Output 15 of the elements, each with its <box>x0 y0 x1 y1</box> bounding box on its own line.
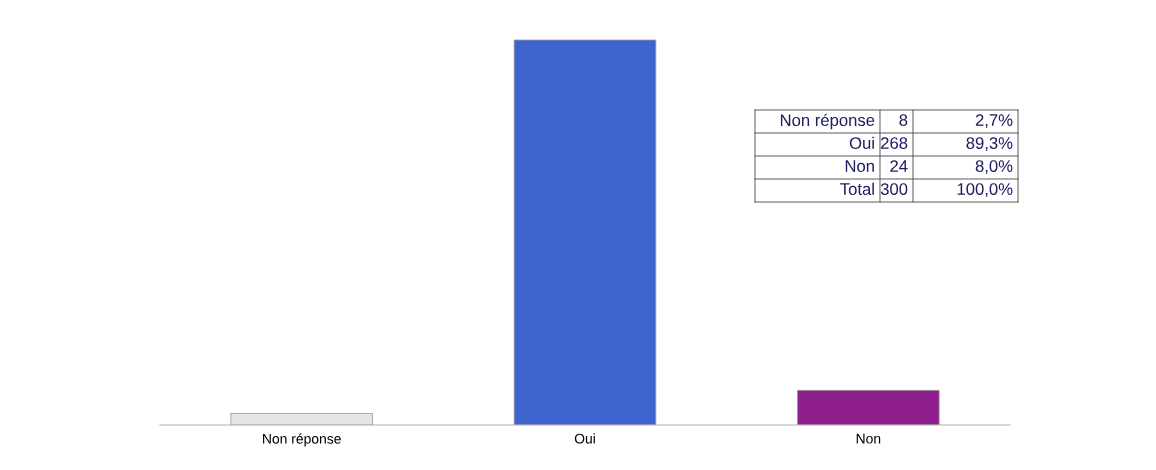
data-label: 24 <box>890 160 908 172</box>
data-label: 8 <box>899 114 908 126</box>
x-tick-label: Non réponse <box>263 433 341 447</box>
category-label: Total <box>840 182 874 195</box>
x-tick-label: Non <box>856 433 881 444</box>
data-label: 300 <box>880 183 908 195</box>
data-label: 2,7% <box>975 114 1013 128</box>
data-label: 100,0% <box>957 183 1013 197</box>
data-label: 268 <box>881 137 908 149</box>
x-tick-label: Oui <box>574 433 595 444</box>
data-label: 89,3% <box>966 137 1013 151</box>
data-label: 8,0% <box>975 160 1013 174</box>
category-label: Non réponse <box>780 113 875 130</box>
category-label: Non <box>845 160 874 172</box>
category-label: Oui <box>849 136 874 149</box>
